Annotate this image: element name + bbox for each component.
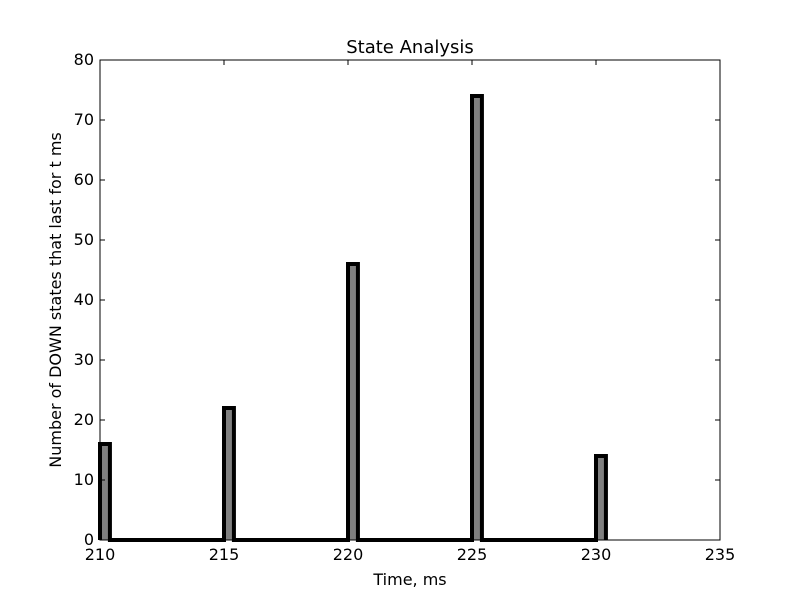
x-tick-label: 235 — [705, 545, 736, 564]
x-tick-label: 225 — [457, 545, 488, 564]
bar — [224, 408, 234, 540]
bar — [596, 456, 606, 540]
x-tick-label: 230 — [581, 545, 612, 564]
x-axis-label: Time, ms — [372, 570, 446, 589]
y-tick-label: 10 — [74, 470, 94, 489]
ticks: 210 215 220 225 230 235 0 10 20 30 40 50 60 70 80 — [74, 50, 736, 564]
x-tick-label: 220 — [333, 545, 364, 564]
bar — [472, 96, 482, 540]
y-tick-label: 20 — [74, 410, 94, 429]
y-tick-label: 80 — [74, 50, 94, 69]
y-tick-label: 0 — [84, 530, 94, 549]
y-tick-label: 50 — [74, 230, 94, 249]
y-tick-label: 70 — [74, 110, 94, 129]
y-axis-label: Number of DOWN states that last for t ms — [46, 132, 65, 468]
y-tick-label: 30 — [74, 350, 94, 369]
y-tick-label: 60 — [74, 170, 94, 189]
x-tick-label: 215 — [209, 545, 240, 564]
x-tick-label: 210 — [85, 545, 116, 564]
bar — [100, 444, 110, 540]
chart-title: State Analysis — [346, 37, 474, 58]
bar — [348, 264, 358, 540]
y-tick-label: 40 — [74, 290, 94, 309]
